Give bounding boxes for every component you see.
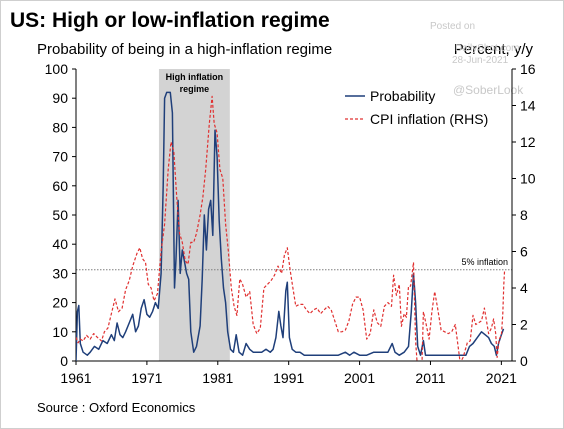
right-tick-label: 16 <box>520 61 536 77</box>
left-tick-label: 10 <box>52 324 68 340</box>
left-tick-label: 90 <box>52 90 68 106</box>
right-tick-label: 8 <box>520 207 528 223</box>
probability-series-line <box>76 91 505 361</box>
shade-label-line1: High inflation <box>166 72 224 82</box>
left-tick-label: 80 <box>52 119 68 135</box>
left-tick-label: 0 <box>60 353 68 369</box>
left-tick-label: 20 <box>52 295 68 311</box>
chart-subtitle: Probability of being in a high-inflation… <box>37 41 333 58</box>
left-tick-label: 60 <box>52 178 68 194</box>
watermark-posted: Posted on <box>430 21 476 32</box>
left-tick-label: 30 <box>52 265 68 281</box>
shade-label-line2: regime <box>180 84 210 94</box>
left-tick-label: 100 <box>45 61 69 77</box>
watermark-date: 28-Jun-2021 <box>452 55 509 66</box>
right-tick-label: 0 <box>520 353 528 369</box>
right-tick-label: 10 <box>520 171 536 187</box>
x-tick-label: 1981 <box>202 370 233 386</box>
x-tick-label: 2021 <box>486 370 517 386</box>
high-inflation-shade <box>158 69 230 361</box>
threshold-label: 5% inflation <box>461 257 508 267</box>
watermark-site: DailyShot.com <box>455 43 520 54</box>
right-tick-label: 6 <box>520 244 528 260</box>
right-tick-label: 12 <box>520 134 536 150</box>
right-tick-label: 4 <box>520 280 528 296</box>
x-tick-label: 1991 <box>273 370 304 386</box>
left-tick-label: 50 <box>52 207 68 223</box>
right-tick-label: 14 <box>520 98 536 114</box>
right-axis-unit-label: Percent, y/y <box>453 41 533 58</box>
x-tick-label: 2011 <box>415 370 445 386</box>
x-tick-label: 2001 <box>344 370 375 386</box>
watermark-handle: @SoberLook <box>453 83 524 97</box>
legend-cpi-label: CPI inflation (RHS) <box>370 111 488 127</box>
x-tick-label: 1961 <box>60 370 91 386</box>
left-tick-label: 40 <box>52 236 68 252</box>
cpi-series-line <box>76 95 506 361</box>
legend-probability-label: Probability <box>370 88 435 104</box>
right-tick-label: 2 <box>520 317 528 333</box>
source-note: Source : Oxford Economics <box>37 400 196 415</box>
left-tick-label: 70 <box>52 149 68 165</box>
x-tick-label: 1971 <box>131 370 162 386</box>
chart-title: US: High or low-inflation regime <box>10 9 330 32</box>
